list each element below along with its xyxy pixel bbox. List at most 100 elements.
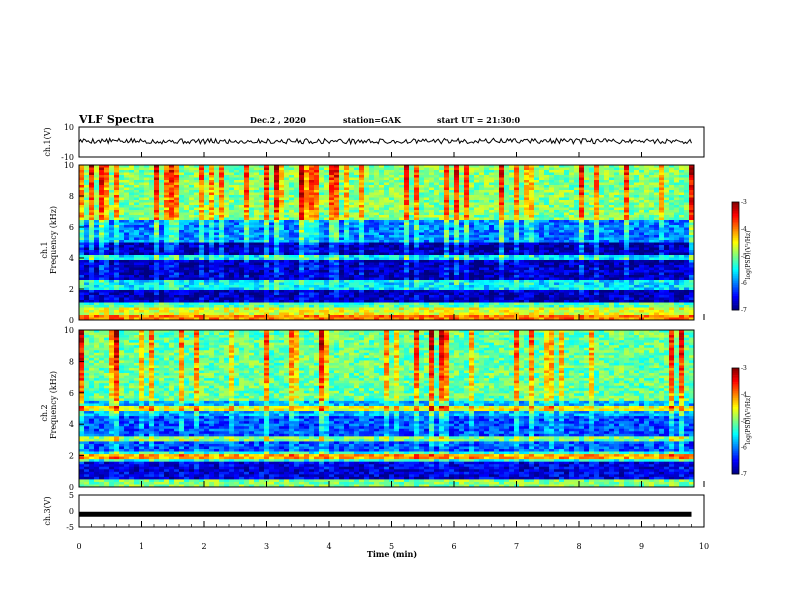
spec1-cell (609, 232, 615, 236)
spec1-cell (504, 250, 510, 253)
spec1-cell (169, 232, 175, 236)
spec1-cell (114, 242, 120, 246)
spec1-cell (109, 232, 115, 236)
spec1-cell (684, 220, 690, 223)
spec1-cell (589, 185, 595, 188)
spec1-cell (344, 165, 350, 168)
spec1-cell (104, 217, 110, 221)
spec1-cell (179, 175, 185, 178)
spec1-cell (519, 185, 525, 188)
spec1-cell (584, 207, 590, 211)
spec1-cell (194, 235, 200, 238)
spec1-cell (204, 212, 210, 216)
spec1-cell (609, 182, 615, 186)
spec1-cell (394, 182, 400, 186)
spec1-cell (354, 202, 360, 206)
spec1-cell (669, 210, 675, 213)
spec1-cell (319, 262, 325, 266)
spec1-cell (264, 245, 270, 248)
spec1-cell (239, 257, 245, 261)
spec1-cell (684, 202, 690, 206)
spec1-cell (609, 262, 615, 266)
spec1-cell (279, 247, 285, 251)
spec1-cell (129, 187, 135, 191)
spec1-cell (314, 200, 320, 203)
spec1-cell (109, 205, 115, 208)
spec1-cell (289, 197, 295, 201)
spec1-cell (254, 220, 260, 223)
spec1-cell (414, 217, 420, 221)
spec1-cell (664, 230, 670, 233)
spec1-cell (474, 240, 480, 243)
spec1-cell (114, 235, 120, 238)
spec1-cell (209, 237, 215, 241)
spec1-cell (309, 240, 315, 243)
spec1-cell (444, 177, 450, 181)
spec1-cell (269, 205, 275, 208)
spec1-cell (449, 230, 455, 233)
spec1-cell (299, 177, 305, 181)
spec1-cell (289, 222, 295, 226)
spec1-cell (114, 215, 120, 218)
spec1-cell (584, 225, 590, 228)
spec1-cell (539, 257, 545, 261)
spec1-cell (234, 215, 240, 218)
spec1-cell (414, 260, 420, 263)
spec1-cell (244, 207, 250, 211)
spec1-cell (414, 180, 420, 183)
spec1-cell (79, 235, 85, 238)
spec1-cell (154, 170, 160, 173)
spec1-cell (234, 230, 240, 233)
spec1-cell (659, 262, 665, 266)
spec1-cell (249, 210, 255, 213)
spec1-cell (549, 172, 555, 176)
spec1-cell (354, 165, 360, 168)
spec1-cell (539, 237, 545, 241)
spec1-cell (664, 212, 670, 216)
spec1-cell (504, 235, 510, 238)
spec1-cell (549, 190, 555, 193)
spec1-cell (369, 230, 375, 233)
spec1-cell (239, 200, 245, 203)
spec1-cell (369, 182, 375, 186)
spec1-cell (569, 180, 575, 183)
spec1-cell (384, 237, 390, 241)
spec1-cell (619, 205, 625, 208)
spec1-cell (224, 170, 230, 173)
spec1-cell (169, 192, 175, 196)
spec1-cell (499, 225, 505, 228)
spec1-cell (159, 192, 165, 196)
spec1-cell (284, 182, 290, 186)
spec1-cell (174, 170, 180, 173)
spec1-cell (269, 262, 275, 266)
spec1-cell (399, 240, 405, 243)
spec1-cell (564, 255, 570, 258)
spec1-cell (259, 227, 265, 231)
spec1-cell (189, 200, 195, 203)
spec1-cell (94, 200, 100, 203)
spec1-cell (569, 237, 575, 241)
spec1-cell (169, 167, 175, 171)
spec1-cell (279, 255, 285, 258)
spec1-cell (264, 257, 270, 261)
spec1-cell (489, 215, 495, 218)
spec1-cell (689, 202, 695, 206)
spec1-cell (359, 175, 365, 178)
spec1-cell (79, 257, 85, 261)
spec1-cell (479, 252, 485, 256)
spec1-cell (679, 237, 685, 241)
spec1-cell (194, 172, 200, 176)
spec1-cell (564, 172, 570, 176)
spec1-cell (609, 180, 615, 183)
spec1-cell (524, 247, 530, 251)
spec1-cell (534, 220, 540, 223)
spec1-cell (564, 200, 570, 203)
spec1-cell (424, 205, 430, 208)
spec1-cell (394, 247, 400, 251)
spec1-cell (119, 257, 125, 261)
spec1-cell (89, 207, 95, 211)
spec1-cell (119, 252, 125, 256)
spec1-cell (509, 182, 515, 186)
spec1-cell (144, 260, 150, 263)
spec1-cell (289, 225, 295, 228)
